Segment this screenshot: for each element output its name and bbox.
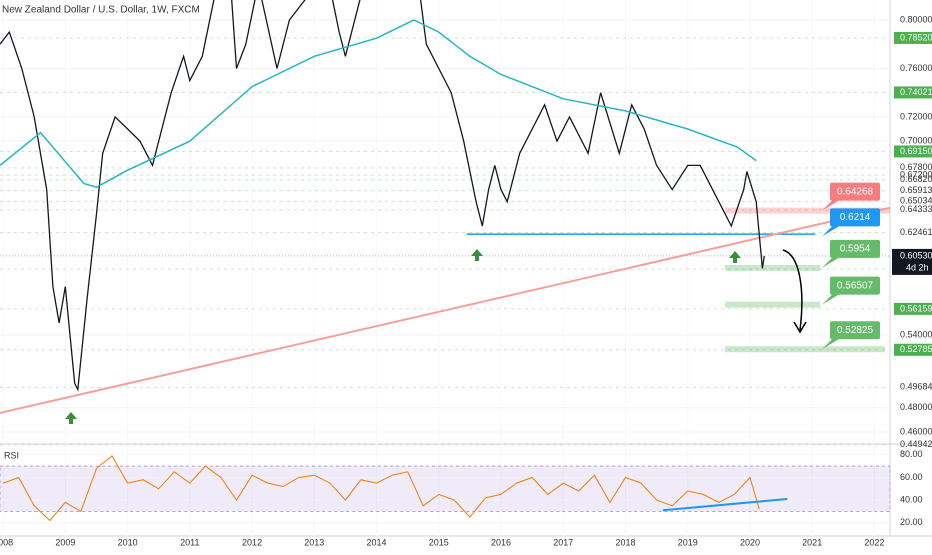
level-label-box — [894, 145, 932, 158]
level-label: 0.52785 — [900, 344, 932, 354]
y-tick-label: 0.70000 — [900, 136, 932, 146]
level-label: 0.44942 — [900, 439, 932, 449]
x-tick-label: 2012 — [242, 537, 262, 547]
up-arrow — [471, 249, 483, 261]
level-band — [466, 233, 816, 235]
level-label: 0.65034 — [900, 196, 932, 206]
markers — [65, 249, 807, 424]
x-tick-label: 2017 — [553, 537, 573, 547]
x-tick-label: 2018 — [615, 537, 635, 547]
countdown-label: 4d 2h — [906, 262, 929, 272]
last-price-box — [892, 248, 932, 275]
callout-label: 0.5954 — [840, 244, 871, 255]
y-tick-label: 60.00 — [900, 472, 923, 482]
level-label-box — [894, 31, 932, 44]
level-label: 0.69150 — [900, 146, 932, 156]
level-label: 0.65913 — [900, 185, 932, 195]
forecast-arrow-head — [793, 321, 807, 334]
callout-box — [830, 182, 880, 201]
level-label: 0.67800 — [900, 162, 932, 172]
trend-line — [0, 206, 891, 414]
x-tick-label: 2010 — [118, 537, 138, 547]
level-band — [725, 346, 886, 353]
level-label: 0.66820 — [900, 174, 932, 184]
price-line — [0, 0, 765, 392]
up-arrow — [65, 412, 77, 424]
callout-label: 0.56507 — [837, 280, 874, 291]
level-label-box — [894, 302, 932, 315]
x-tick-label: 2011 — [180, 537, 199, 547]
x-tick-label: 2008 — [0, 537, 13, 547]
callout-box — [830, 239, 880, 258]
x-tick-label: 2016 — [491, 537, 511, 547]
level-label: 0.64333 — [900, 204, 932, 214]
y-tick-label: 20.00 — [900, 517, 923, 527]
rsi-band — [0, 465, 891, 512]
y-tick-label: 0.54000 — [900, 329, 932, 339]
callout-tail — [822, 198, 842, 211]
level-band — [725, 264, 821, 271]
rsi-title: RSI — [4, 450, 19, 460]
y-tick-label: 0.72000 — [900, 111, 932, 121]
y-tick-label: 0.48000 — [900, 402, 932, 412]
callout-tail — [822, 255, 842, 268]
callout-box — [830, 208, 880, 227]
moving-average — [0, 19, 757, 189]
callout-box — [830, 276, 880, 295]
level-band — [725, 301, 821, 308]
plot — [0, 0, 891, 524]
last-price-label: 0.60530 — [900, 250, 932, 260]
level-label-box — [894, 86, 932, 99]
x-tick-label: 2019 — [678, 537, 698, 547]
x-tick-label: 2014 — [367, 537, 387, 547]
x-tick-label: 2022 — [864, 537, 884, 547]
level-label: 0.67200 — [900, 169, 932, 179]
y-tick-label: 40.00 — [900, 494, 923, 504]
x-tick-label: 2015 — [429, 537, 449, 547]
x-tick-label: 2020 — [740, 537, 760, 547]
y-tick-label: 80.00 — [900, 449, 923, 459]
callout-tail — [822, 337, 842, 350]
x-tick-label: 2009 — [55, 537, 75, 547]
up-arrow — [729, 251, 741, 263]
chart-title: New Zealand Dollar / U.S. Dollar, 1W, FX… — [2, 5, 200, 16]
y-tick-label: 0.80000 — [900, 14, 932, 24]
callout-box — [830, 321, 880, 340]
forecast-arrow — [782, 249, 803, 331]
x-tick-label: 2021 — [802, 537, 822, 547]
level-label: 0.62461 — [900, 227, 932, 237]
callout-label: 0.64268 — [837, 186, 874, 197]
callout-label: 0.52825 — [837, 325, 874, 336]
level-label-box — [894, 343, 932, 356]
y-tick-label: 0.76000 — [900, 63, 932, 73]
x-tick-label: 2013 — [304, 537, 324, 547]
trend-line — [662, 497, 788, 512]
level-label: 0.74021 — [900, 87, 932, 97]
rsi-line — [2, 455, 760, 522]
callout-tail — [822, 292, 842, 305]
callout-tail — [822, 224, 842, 237]
level-label: 0.78520 — [900, 32, 932, 42]
callout-label: 0.6214 — [840, 212, 871, 223]
y-tick-label: 0.46000 — [900, 426, 932, 436]
level-label: 0.49684 — [900, 382, 932, 392]
level-band — [725, 207, 890, 214]
level-label: 0.56159 — [900, 303, 932, 313]
